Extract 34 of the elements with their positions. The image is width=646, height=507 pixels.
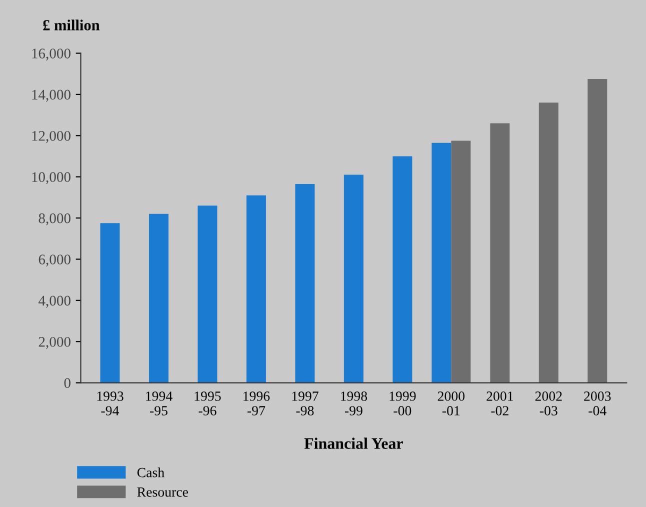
x-tick-label: 1999 -00 xyxy=(390,392,416,416)
y-tick-label: 10,000 xyxy=(32,172,70,184)
y-tick-label: 12,000 xyxy=(32,130,70,143)
bar xyxy=(148,214,168,383)
bar xyxy=(392,156,412,383)
x-tick-label: 1996 -97 xyxy=(244,392,270,416)
x-tick-label: 1998 -99 xyxy=(341,392,368,416)
bar xyxy=(538,102,558,383)
x-tick-label: 1993 -94 xyxy=(97,392,124,416)
y-axis-title: £ million xyxy=(43,20,100,30)
bar xyxy=(344,174,364,383)
x-tick-label: 1995 -96 xyxy=(194,392,221,416)
x-axis-title: Financial Year xyxy=(304,438,403,449)
legend-label: Resource xyxy=(137,488,188,497)
bar xyxy=(198,206,218,383)
y-tick-label: 16,000 xyxy=(32,48,70,61)
bar xyxy=(246,195,266,383)
y-tick-label: 4,000 xyxy=(38,296,70,308)
x-tick-label: 2003 -04 xyxy=(584,392,611,416)
bar xyxy=(295,184,315,383)
x-tick-label: 2001 -02 xyxy=(486,392,513,416)
legend-label: Cash xyxy=(137,467,164,478)
y-tick-label: 0 xyxy=(64,378,70,388)
x-tick-label: 2000 -01 xyxy=(438,392,465,416)
bar xyxy=(490,123,510,383)
y-tick-label: 8,000 xyxy=(38,213,70,226)
bar xyxy=(588,78,608,383)
y-tick-label: 2,000 xyxy=(38,336,70,349)
bar xyxy=(100,223,120,383)
x-tick-label: 1997 -98 xyxy=(292,392,318,416)
x-tick-label: 1994 -95 xyxy=(146,392,172,416)
y-tick-label: 14,000 xyxy=(32,90,70,102)
y-tick-label: 6,000 xyxy=(38,254,70,267)
x-tick-label: 2002 -03 xyxy=(535,392,562,416)
